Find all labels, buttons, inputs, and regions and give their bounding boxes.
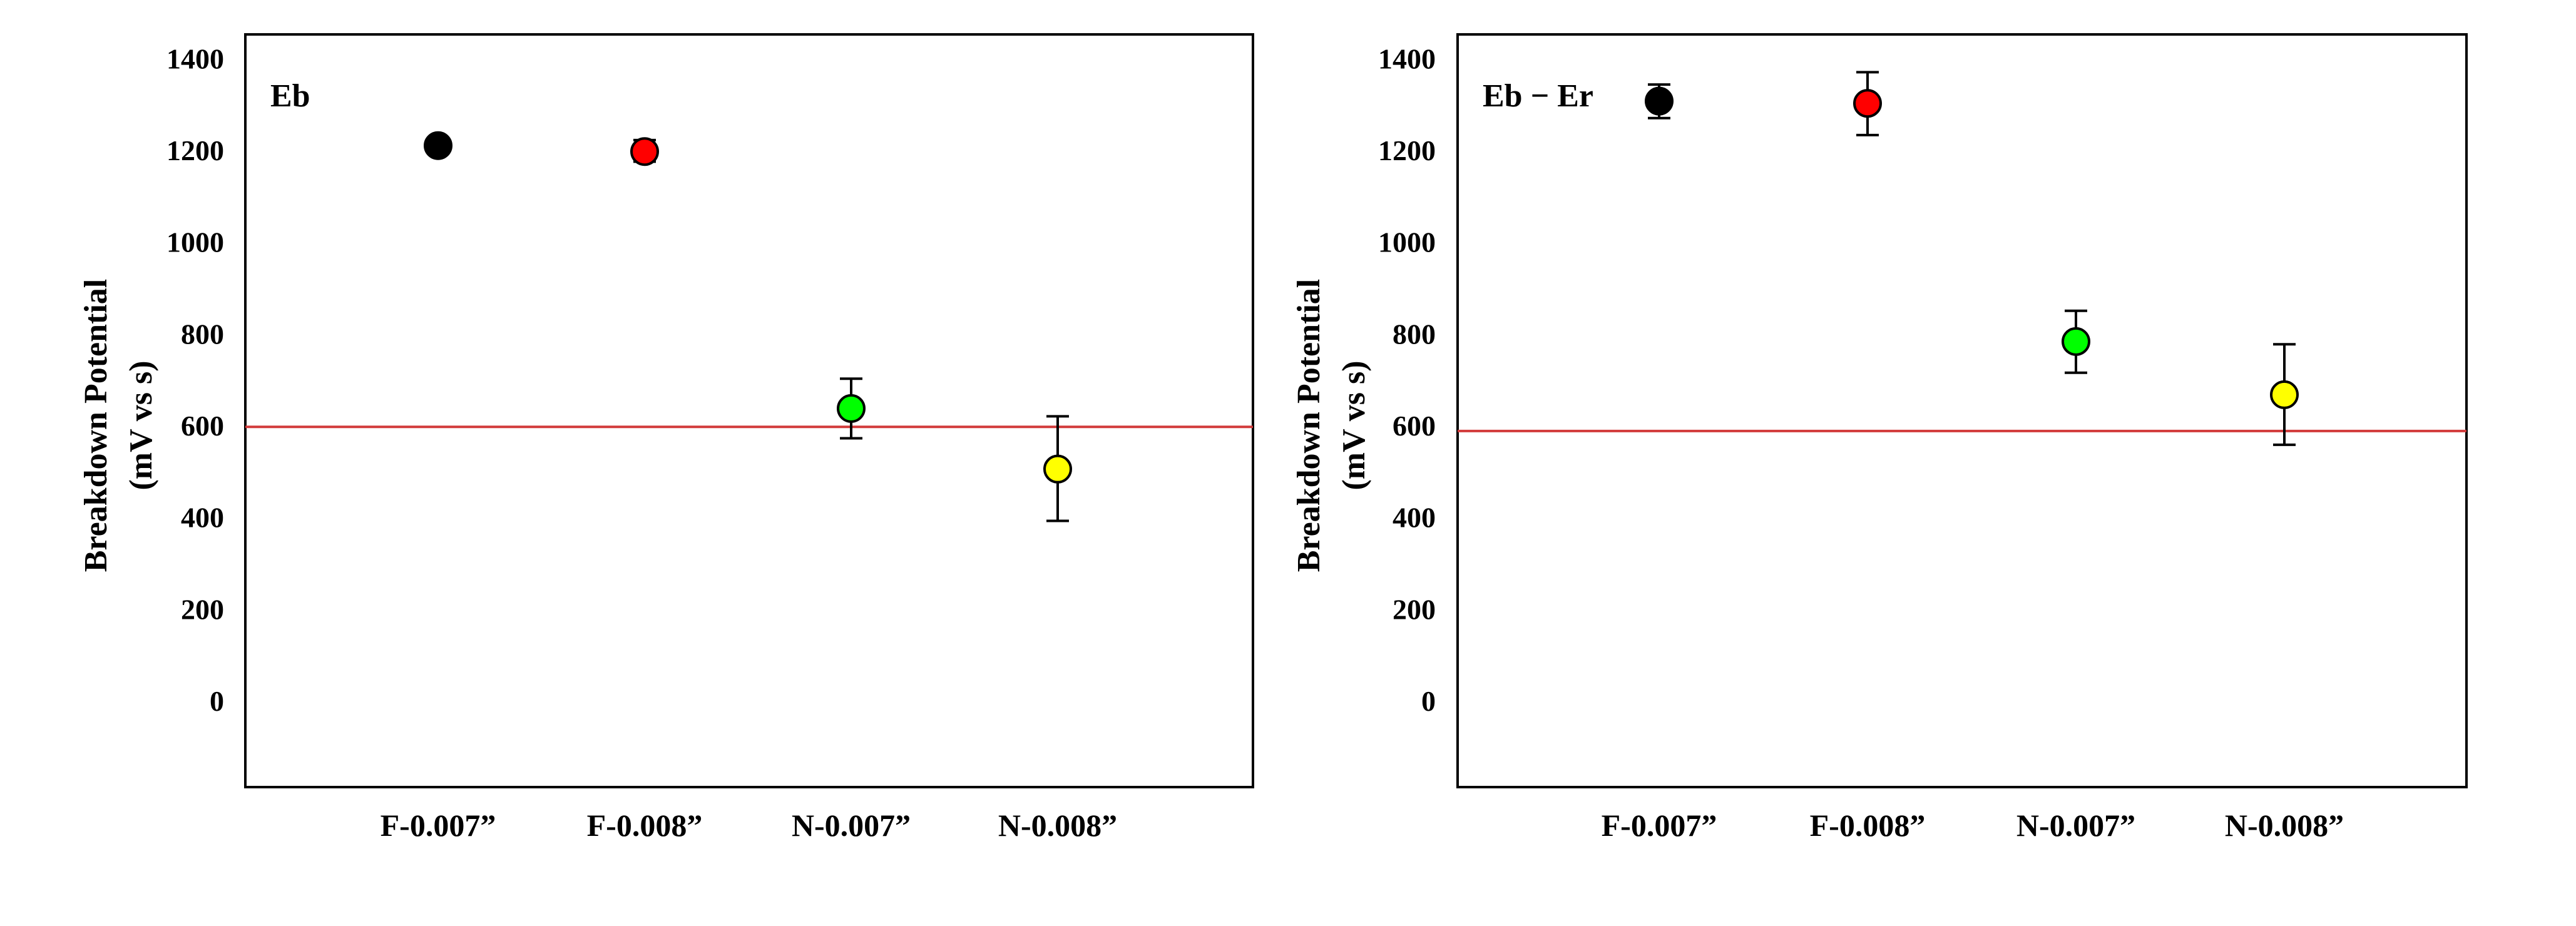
y-axis-unit: (mV vs s) — [123, 360, 159, 490]
data-point — [2270, 380, 2299, 409]
y-axis-title: Breakdown Potential — [78, 279, 114, 572]
data-point — [630, 137, 659, 166]
y-axis-title: Breakdown Potential — [1291, 279, 1327, 572]
data-point — [1043, 454, 1072, 484]
y-tick-label: 1200 — [166, 135, 224, 166]
x-categories: F-0.007” F-0.008” N-0.007” N-0.008” — [1602, 808, 2344, 843]
y-tick-label: 800 — [1393, 318, 1436, 350]
y-tick-label: 400 — [181, 502, 224, 534]
y-tick-label: 600 — [1393, 410, 1436, 442]
panel-label: Eb — [270, 78, 310, 114]
y-ticks: 0 200 400 600 800 1000 1200 1400 — [1378, 43, 1436, 717]
y-tick-label: 600 — [181, 410, 224, 442]
x-category-label: F-0.007” — [1602, 808, 1717, 843]
y-tick-label: 200 — [1393, 593, 1436, 625]
y-tick-label: 0 — [1421, 685, 1436, 717]
y-ticks: 0 200 400 600 800 1000 1200 1400 — [166, 43, 224, 717]
x-category-label: N-0.007” — [2016, 808, 2135, 843]
x-categories: F-0.007” F-0.008” N-0.007” N-0.008” — [381, 808, 1117, 843]
y-tick-label: 800 — [181, 318, 224, 350]
plot-frame — [244, 33, 1254, 788]
x-category-label: F-0.007” — [381, 808, 496, 843]
chart-panel-eb-er: Eb − Er 0 200 400 600 800 1000 1200 1400 F-0.00… — [1291, 33, 2468, 843]
data-point — [2062, 327, 2090, 356]
y-tick-label: 1400 — [166, 43, 224, 74]
y-axis-unit: (mV vs s) — [1336, 360, 1372, 490]
panel-label: Eb − Er — [1483, 78, 1593, 114]
x-category-label: N-0.007” — [792, 808, 911, 843]
plot-frame — [1456, 33, 2468, 788]
data-point — [837, 394, 866, 423]
data-point — [424, 131, 452, 160]
x-category-label: N-0.008” — [998, 808, 1117, 843]
y-tick-label: 200 — [181, 593, 224, 625]
y-tick-label: 0 — [210, 685, 224, 717]
y-tick-label: 1400 — [1378, 43, 1436, 74]
x-category-label: F-0.008” — [587, 808, 703, 843]
data-point — [1853, 89, 1882, 118]
data-points — [424, 131, 1072, 522]
x-category-label: N-0.008” — [2225, 808, 2344, 843]
data-point — [1645, 86, 1674, 116]
y-tick-label: 400 — [1393, 502, 1436, 534]
y-tick-label: 1200 — [1378, 135, 1436, 166]
y-tick-label: 1000 — [166, 226, 224, 258]
data-points — [1645, 71, 2299, 446]
x-category-label: F-0.008” — [1810, 808, 1926, 843]
y-tick-label: 1000 — [1378, 226, 1436, 258]
